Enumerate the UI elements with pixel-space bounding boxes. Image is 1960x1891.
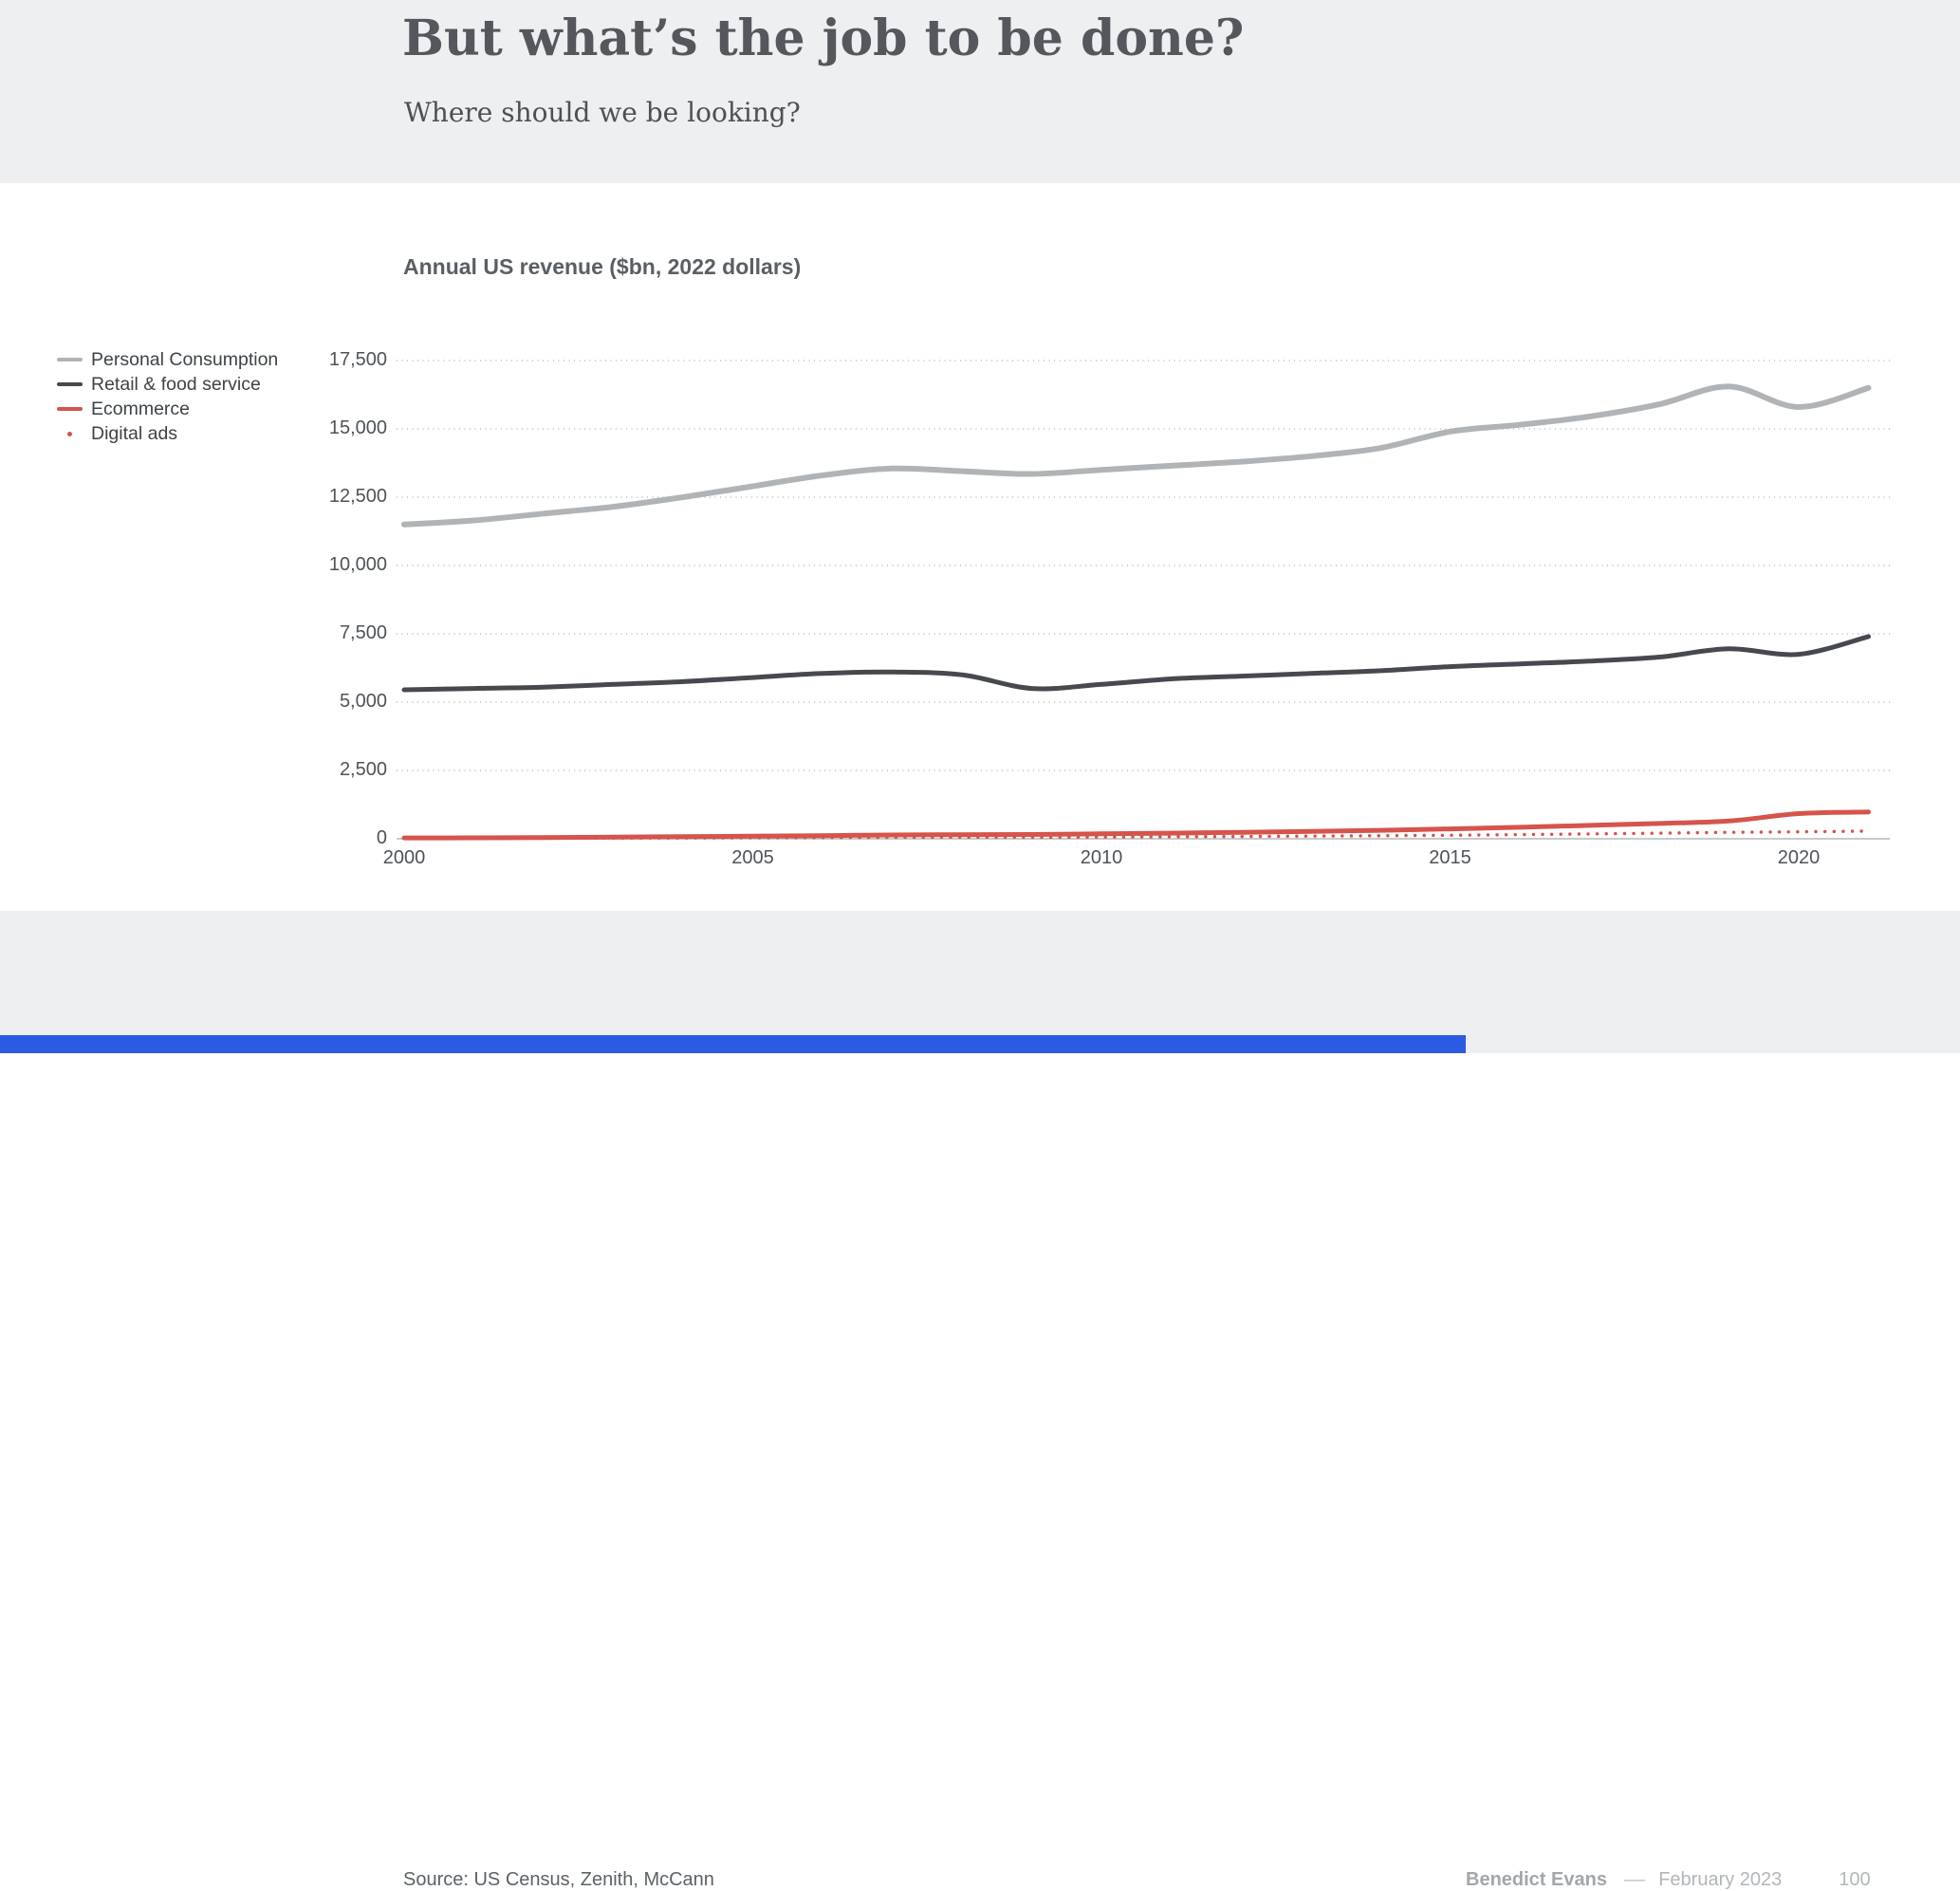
series-line-digital-ads bbox=[402, 829, 1871, 841]
credit-separator: –– bbox=[1623, 1869, 1646, 1890]
page-number: 100 bbox=[1839, 1869, 1871, 1890]
legend-item: Retail & food service bbox=[57, 372, 278, 397]
slide-footer-band: Source: US Census, Zenith, McCann Benedi… bbox=[0, 911, 1960, 1890]
y-axis-tick-label: 17,500 bbox=[328, 349, 387, 370]
legend-line-swatch-icon bbox=[57, 358, 83, 362]
legend-swatch-mark bbox=[57, 382, 83, 386]
legend-line-swatch-icon bbox=[57, 382, 83, 386]
chart-title: Annual US revenue ($bn, 2022 dollars) bbox=[403, 254, 802, 279]
legend-item: Personal Consumption bbox=[57, 347, 278, 372]
series-line-ecommerce bbox=[401, 809, 1871, 841]
x-axis-tick-label: 2010 bbox=[1080, 847, 1123, 868]
legend-label: Ecommerce bbox=[91, 398, 191, 419]
legend-line-swatch-icon bbox=[57, 407, 83, 411]
author-name: Benedict Evans bbox=[1466, 1869, 1607, 1890]
y-axis-tick-label: 15,000 bbox=[328, 417, 387, 438]
y-axis-tick-label: 2,500 bbox=[339, 759, 387, 780]
series-line-personal-consumption bbox=[401, 383, 1872, 528]
legend-swatch-mark bbox=[57, 358, 83, 362]
player-progress-bar bbox=[0, 1035, 1466, 1053]
y-axis-tick-label: 10,000 bbox=[328, 554, 387, 575]
chart-legend: Personal Consumption Retail & food servic… bbox=[57, 347, 278, 446]
x-axis-tick-label: 2015 bbox=[1429, 847, 1471, 868]
legend-item: Digital ads bbox=[57, 421, 278, 446]
legend-label: Retail & food service bbox=[91, 373, 261, 395]
x-axis-tick-label: 2000 bbox=[382, 847, 426, 868]
slide-date: February 2023 bbox=[1658, 1869, 1783, 1890]
legend-swatch-mark bbox=[67, 431, 72, 436]
y-axis-tick-label: 12,500 bbox=[328, 486, 387, 507]
y-axis-tick-label: 7,500 bbox=[339, 622, 387, 643]
legend-dot-swatch-icon bbox=[57, 431, 83, 436]
x-axis-tick-label: 2020 bbox=[1777, 847, 1821, 868]
y-axis-tick-label: 0 bbox=[376, 827, 387, 848]
slide-title: But what’s the job to be done? bbox=[402, 9, 1245, 67]
slide-header-band: But what’s the job to be done? Where sho… bbox=[0, 0, 1960, 183]
legend-swatch-mark bbox=[57, 407, 83, 411]
series-line-retail-food-service bbox=[401, 634, 1871, 693]
slide-subtitle: Where should we be looking? bbox=[404, 97, 801, 128]
y-axis-tick-label: 5,000 bbox=[339, 691, 387, 712]
source-note: Source: US Census, Zenith, McCann bbox=[403, 1869, 714, 1890]
credit-line: Benedict Evans –– February 2023 100 bbox=[1466, 1869, 1902, 1891]
legend-label: Digital ads bbox=[91, 422, 178, 444]
x-axis-tick-label: 2005 bbox=[731, 847, 774, 868]
legend-label: Personal Consumption bbox=[91, 348, 279, 370]
legend-item: Ecommerce bbox=[57, 397, 278, 421]
